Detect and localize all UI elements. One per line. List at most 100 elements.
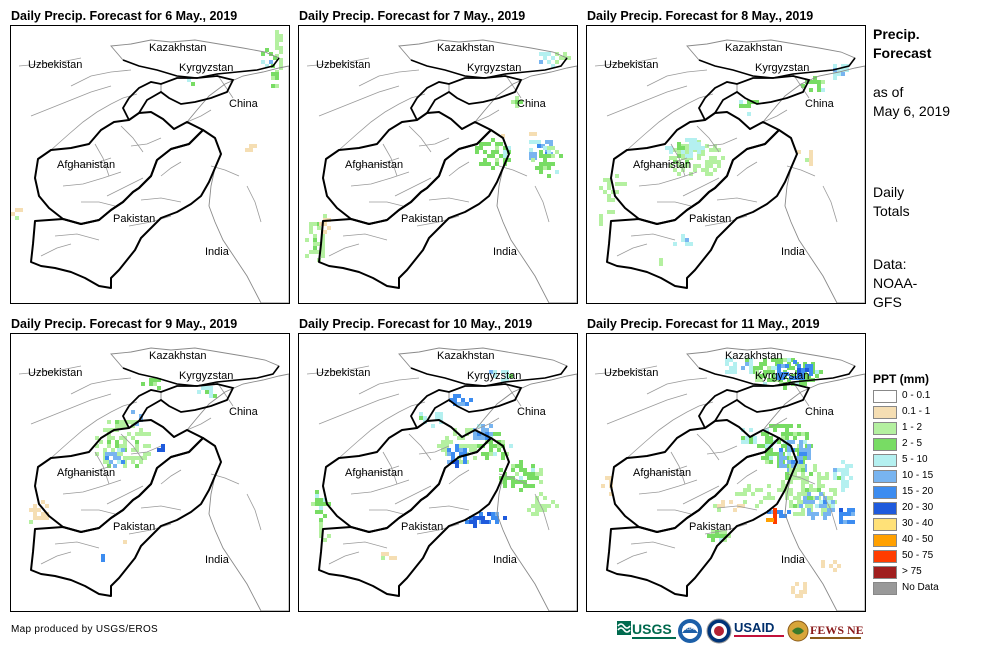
precip-cell bbox=[245, 148, 249, 152]
panel-title-2: Daily Precip. Forecast for 7 May., 2019 bbox=[299, 9, 526, 23]
admin-boundary bbox=[382, 143, 398, 177]
precip-cell bbox=[829, 496, 833, 500]
precip-cell bbox=[393, 556, 397, 560]
precip-cell bbox=[771, 378, 775, 382]
precip-cell bbox=[497, 448, 501, 452]
precip-cell bbox=[817, 476, 821, 480]
precip-cell bbox=[423, 416, 427, 420]
precip-cell bbox=[309, 230, 313, 234]
precip-cell bbox=[461, 444, 465, 448]
admin-boundary bbox=[94, 451, 110, 485]
map-svg bbox=[18, 347, 289, 611]
precip-cell bbox=[771, 358, 775, 362]
side-data-line3: GFS bbox=[873, 294, 902, 310]
precip-cell bbox=[19, 208, 23, 212]
precip-cell bbox=[473, 432, 477, 436]
precip-cell bbox=[507, 146, 511, 150]
precip-cell bbox=[685, 164, 689, 168]
side-data-line1: Data: bbox=[873, 256, 907, 272]
precip-cell bbox=[265, 48, 269, 52]
precip-cell bbox=[849, 464, 853, 468]
precip-cell bbox=[749, 428, 753, 432]
precip-cell bbox=[765, 428, 769, 432]
precip-cell bbox=[685, 242, 689, 246]
precip-cell bbox=[827, 500, 831, 504]
precip-cell bbox=[841, 484, 845, 488]
map-label-uzbekistan: Uzbekistan bbox=[28, 59, 83, 71]
admin-boundary bbox=[716, 505, 758, 511]
precip-cell bbox=[505, 374, 509, 378]
precip-cell bbox=[321, 234, 325, 238]
precip-cell bbox=[479, 162, 483, 166]
precip-cell bbox=[509, 374, 513, 378]
precip-cell bbox=[767, 370, 771, 374]
precip-cell bbox=[459, 448, 463, 452]
precip-cell bbox=[309, 250, 313, 254]
precip-cell bbox=[813, 468, 817, 472]
precip-cell bbox=[809, 496, 813, 500]
precip-cell bbox=[539, 52, 543, 56]
legend-swatch bbox=[873, 550, 897, 563]
precip-cell bbox=[845, 480, 849, 484]
precip-cell bbox=[439, 412, 443, 416]
precip-cell bbox=[751, 492, 755, 496]
precip-cell bbox=[821, 484, 825, 488]
precip-cell bbox=[523, 472, 527, 476]
precip-cell bbox=[161, 448, 165, 452]
map-label-uzbekistan: Uzbekistan bbox=[28, 367, 83, 379]
precip-cell bbox=[459, 452, 463, 456]
precip-cell bbox=[727, 534, 731, 538]
precip-cell bbox=[765, 436, 769, 440]
precip-cell bbox=[607, 178, 611, 182]
precip-cell bbox=[805, 432, 809, 436]
precip-cell bbox=[773, 520, 777, 524]
precip-cell bbox=[135, 448, 139, 452]
precip-cell bbox=[143, 444, 147, 448]
precip-cell bbox=[475, 146, 479, 150]
precip-cell bbox=[839, 508, 843, 512]
precip-cell bbox=[547, 166, 551, 170]
precip-cell bbox=[805, 436, 809, 440]
precip-cell bbox=[789, 500, 793, 504]
precip-cell bbox=[787, 452, 791, 456]
precip-cell bbox=[469, 520, 473, 524]
map-label-kyrgyzstan: Kyrgyzstan bbox=[179, 62, 234, 74]
precip-cell bbox=[441, 448, 445, 452]
admin-boundary bbox=[328, 551, 360, 565]
precip-cell bbox=[777, 440, 781, 444]
precip-cell bbox=[673, 148, 677, 152]
admin-boundary bbox=[696, 433, 720, 461]
precip-cell bbox=[131, 456, 135, 460]
precip-cell bbox=[827, 508, 831, 512]
precip-cell bbox=[807, 456, 811, 460]
precip-cell bbox=[609, 492, 613, 496]
precip-cell bbox=[265, 64, 269, 68]
precip-cell bbox=[197, 390, 201, 394]
precip-cell bbox=[615, 190, 619, 194]
admin-boundary bbox=[54, 233, 100, 241]
precip-cell bbox=[841, 480, 845, 484]
precip-cell bbox=[551, 500, 555, 504]
precip-cell bbox=[547, 504, 551, 508]
precip-cell bbox=[469, 428, 473, 432]
precip-cell bbox=[519, 480, 523, 484]
precip-cell bbox=[491, 138, 495, 142]
precip-cell bbox=[833, 492, 837, 496]
map-label-afghanistan: Afghanistan bbox=[57, 467, 116, 479]
precip-cell bbox=[463, 460, 467, 464]
precip-cell bbox=[765, 456, 769, 460]
precip-cell bbox=[765, 460, 769, 464]
map-panel-4: Kazakhstan Uzbekistan Kyrgyzstan China Afgha… bbox=[10, 333, 290, 612]
legend-label: 10 - 15 bbox=[902, 470, 934, 481]
admin-boundary bbox=[616, 551, 648, 565]
precip-cell bbox=[483, 158, 487, 162]
precip-cell bbox=[489, 448, 493, 452]
precip-cell bbox=[161, 444, 165, 448]
precip-cell bbox=[535, 472, 539, 476]
precip-cell bbox=[501, 378, 505, 382]
precip-cell bbox=[503, 158, 507, 162]
precip-cell bbox=[689, 138, 693, 142]
admin-boundary bbox=[822, 185, 838, 223]
precip-cell bbox=[805, 476, 809, 480]
precip-cell bbox=[527, 476, 531, 480]
